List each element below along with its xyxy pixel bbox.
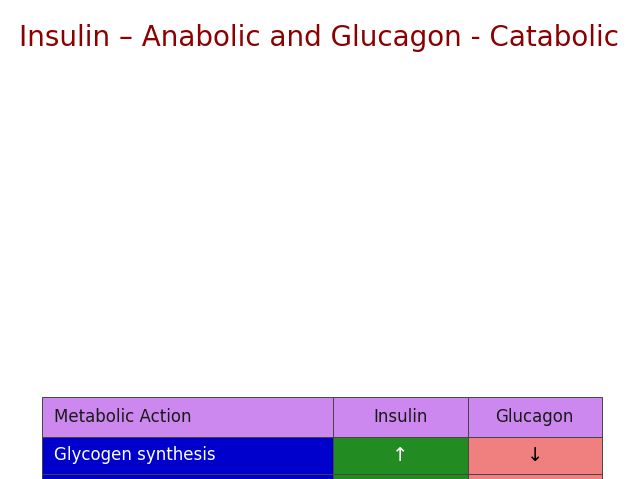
Text: ↑: ↑ xyxy=(392,446,408,465)
Bar xyxy=(42,437,333,474)
Bar xyxy=(333,397,468,437)
Text: Metabolic Action: Metabolic Action xyxy=(54,408,191,426)
Text: Insulin – Anabolic and Glucagon - Catabolic: Insulin – Anabolic and Glucagon - Catabo… xyxy=(19,24,619,52)
Text: Insulin: Insulin xyxy=(373,408,427,426)
Bar xyxy=(42,474,333,479)
Text: Glycogen synthesis: Glycogen synthesis xyxy=(54,446,216,465)
Bar xyxy=(333,437,468,474)
Bar xyxy=(468,474,602,479)
Bar xyxy=(468,437,602,474)
Text: Glucagon: Glucagon xyxy=(496,408,574,426)
Bar xyxy=(468,397,602,437)
Text: ↓: ↓ xyxy=(526,446,543,465)
Bar xyxy=(42,397,333,437)
Bar xyxy=(333,474,468,479)
